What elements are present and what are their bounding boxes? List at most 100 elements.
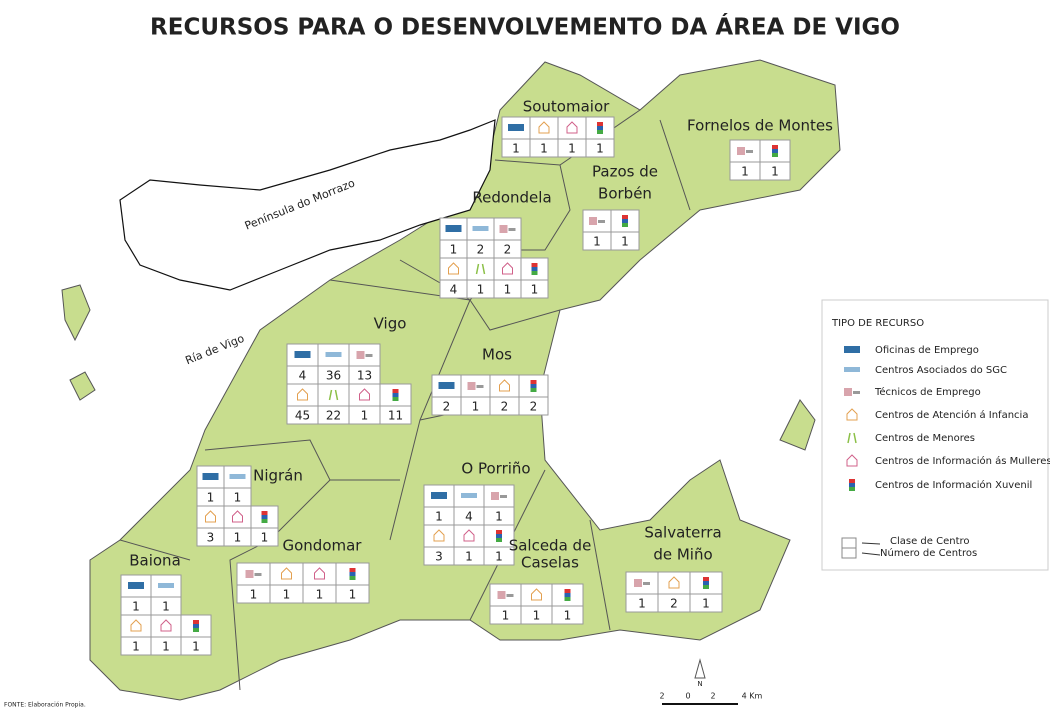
count: 1	[361, 409, 369, 423]
icon-part	[433, 529, 445, 542]
count-cell	[180, 636, 212, 656]
icon-part	[853, 391, 860, 394]
icon	[508, 124, 524, 131]
icon-part	[205, 510, 216, 523]
icon	[846, 454, 858, 467]
count: 3	[207, 531, 215, 545]
icon	[281, 567, 292, 580]
count: 1	[472, 400, 480, 414]
region-name: Mos	[482, 346, 512, 364]
count: 1	[234, 491, 242, 505]
icon-part	[746, 150, 753, 153]
count: 1	[349, 588, 357, 602]
legend-item: Centros de Atención á Infancia	[875, 409, 1028, 421]
icon	[467, 382, 484, 390]
count: 1	[568, 142, 576, 156]
icon-cell	[269, 562, 304, 586]
icon	[496, 530, 502, 542]
icon	[461, 493, 477, 498]
icon-part	[328, 389, 339, 401]
icon-part	[598, 220, 605, 223]
count: 4	[450, 283, 458, 297]
count-cell	[585, 138, 615, 158]
icon-part	[538, 121, 550, 134]
icon	[703, 577, 709, 589]
icon-part	[703, 581, 709, 585]
count-cell	[379, 405, 412, 425]
icon	[328, 389, 339, 401]
icon-part	[491, 492, 499, 500]
count: 1	[564, 609, 572, 623]
icon-part	[531, 263, 538, 267]
region-name: Redondela	[472, 189, 551, 207]
icon	[160, 619, 172, 632]
icon	[232, 510, 243, 523]
count: 1	[465, 550, 473, 564]
icon-part	[772, 145, 778, 149]
icon-part	[844, 346, 860, 353]
icon-part	[467, 382, 476, 390]
icon-part	[193, 620, 199, 624]
count: 4	[465, 510, 473, 524]
icon	[499, 379, 510, 392]
icon-part	[849, 483, 855, 487]
count: 1	[435, 510, 443, 524]
legend-item: Centros Asociados do SGC	[875, 365, 1007, 376]
count: 1	[450, 243, 458, 257]
count-cell	[520, 279, 549, 299]
icon	[737, 147, 753, 155]
icon-part	[508, 228, 516, 231]
count: 1	[596, 142, 604, 156]
morrazo	[119, 119, 496, 291]
icon	[844, 388, 860, 396]
icon-part	[564, 597, 571, 601]
icon-part	[846, 454, 858, 467]
icon-part	[634, 579, 642, 587]
source: FONTE: Elaboración Propia.	[4, 702, 86, 709]
icon	[472, 226, 489, 231]
title: RECURSOS PARA O DESENVOLVEMENTO DA ÁREA …	[150, 13, 900, 41]
region-name: Nigrán	[253, 467, 303, 485]
icon-part	[531, 271, 538, 275]
icon	[431, 492, 447, 499]
icon-part	[325, 352, 342, 357]
count: 1	[316, 588, 324, 602]
icon-part	[703, 585, 709, 589]
icon	[438, 382, 455, 389]
region-name: de Miño	[653, 546, 712, 564]
count: 45	[295, 409, 310, 423]
icon	[530, 380, 537, 392]
icon-part	[496, 538, 502, 542]
count: 1	[638, 597, 646, 611]
icon-part	[589, 217, 597, 225]
icon	[538, 121, 550, 134]
icon	[193, 620, 199, 632]
icon	[497, 591, 514, 599]
region-name: Borbén	[598, 185, 652, 203]
icon	[325, 352, 342, 357]
icon-cell	[439, 257, 468, 281]
icon-cell	[150, 614, 182, 638]
icon-part	[392, 393, 399, 397]
count: 1	[162, 600, 170, 614]
icon-part	[365, 354, 373, 357]
icon	[314, 567, 325, 580]
icon-part	[530, 384, 537, 388]
icon	[597, 122, 603, 134]
icon-part	[849, 487, 855, 491]
icon	[847, 432, 857, 444]
icon-part	[499, 225, 508, 233]
count: 2	[501, 400, 509, 414]
icon-part	[254, 573, 262, 576]
icon-part	[475, 263, 486, 275]
icon-part	[476, 385, 484, 388]
key-arrow	[861, 542, 881, 556]
icon-cell	[453, 524, 485, 548]
icon-part	[463, 529, 475, 542]
icon-part	[461, 493, 477, 498]
icon-part	[130, 619, 142, 632]
icon-part	[349, 572, 356, 576]
icon	[634, 579, 650, 587]
count: 3	[435, 550, 443, 564]
